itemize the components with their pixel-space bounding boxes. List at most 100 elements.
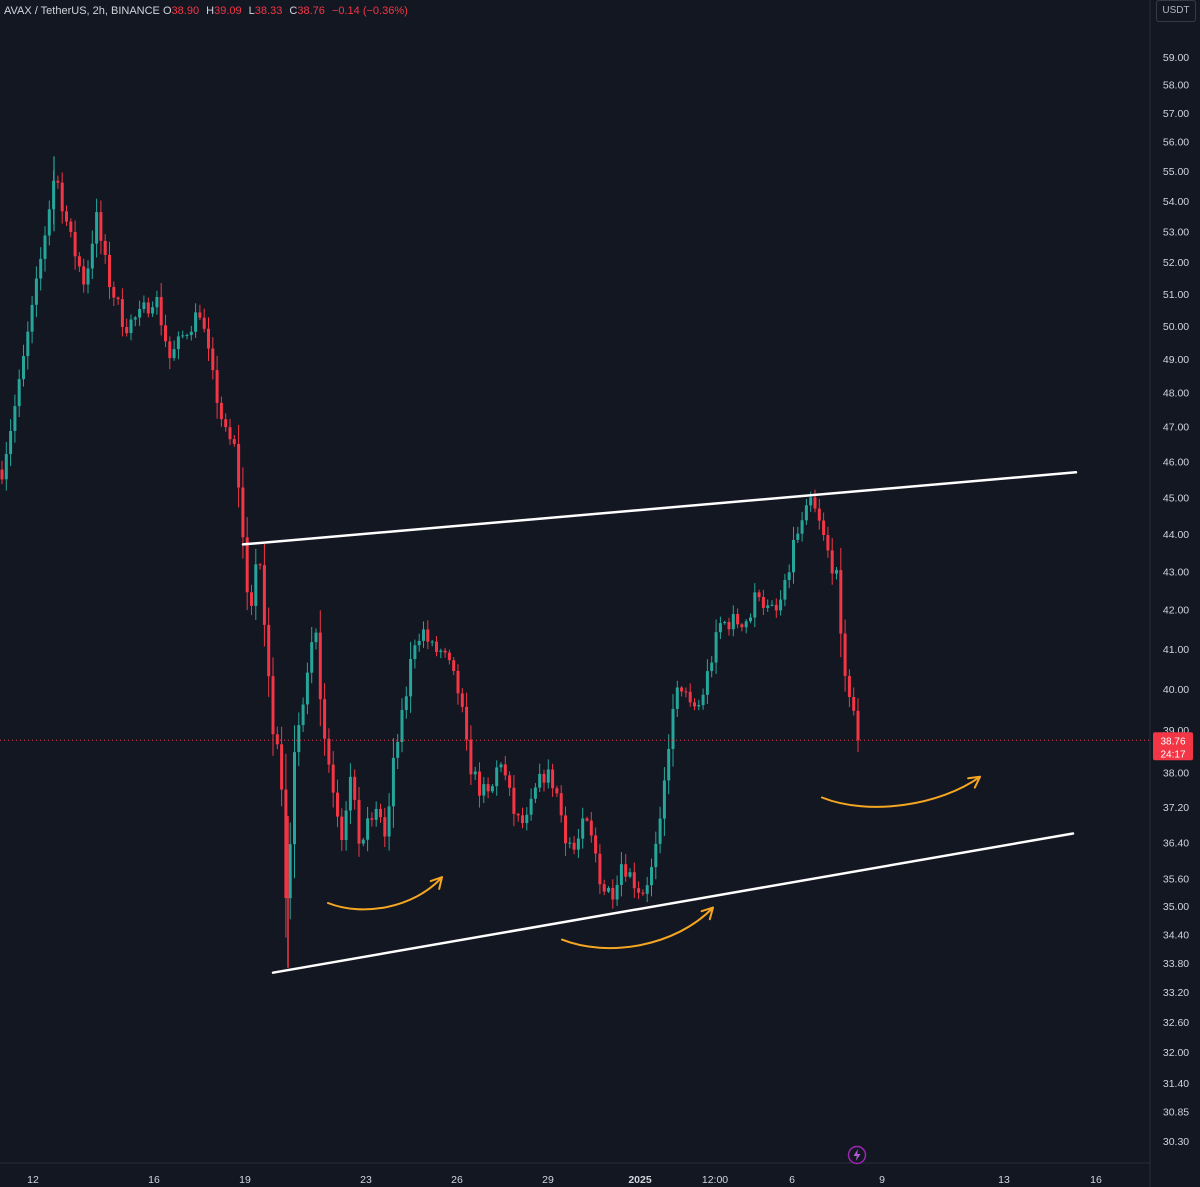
candle-body <box>718 623 722 633</box>
candle-body <box>340 816 344 840</box>
curved-arrow-3[interactable] <box>821 775 981 808</box>
candle <box>146 297 150 318</box>
candle <box>39 247 43 291</box>
candle-body <box>564 815 567 844</box>
lightning-bolt-icon[interactable] <box>847 1145 867 1165</box>
candle <box>499 762 503 773</box>
candle-body <box>275 734 279 745</box>
candle-body <box>344 810 348 840</box>
candle-body <box>228 427 232 440</box>
candle <box>473 766 477 780</box>
y-tick-label: 35.60 <box>1163 874 1189 886</box>
candle <box>116 296 120 305</box>
candle-body <box>650 867 653 886</box>
candle-body <box>529 798 533 815</box>
candle <box>624 854 628 882</box>
candle <box>280 726 284 807</box>
close-label: C <box>289 5 298 17</box>
candle <box>693 698 696 711</box>
curved-arrow-1[interactable] <box>327 876 443 911</box>
candle-body <box>796 533 800 540</box>
candle-body <box>495 767 499 787</box>
y-tick-label: 49.00 <box>1163 354 1189 366</box>
candle-body <box>800 520 804 534</box>
candle <box>138 300 142 326</box>
symbol-title[interactable]: AVAX / TetherUS, 2h, BINANCE <box>4 5 160 17</box>
candle <box>370 812 374 827</box>
candle <box>26 321 30 370</box>
candle <box>297 712 301 767</box>
candle <box>409 641 413 713</box>
candle <box>430 639 434 647</box>
candle <box>310 627 314 684</box>
candle <box>753 583 757 628</box>
candle-body <box>456 670 460 694</box>
candle-body <box>207 328 210 349</box>
candle-body <box>241 487 245 538</box>
x-tick-label: 12 <box>27 1174 39 1186</box>
curved-arrow-2[interactable] <box>561 906 714 950</box>
candle <box>731 605 735 637</box>
candle <box>189 325 193 341</box>
candle <box>56 175 60 189</box>
candle-body <box>370 818 374 820</box>
candle <box>155 290 159 315</box>
candle <box>361 837 365 847</box>
y-tick-label: 50.00 <box>1163 321 1189 333</box>
candle-body <box>447 652 451 661</box>
candle <box>0 460 4 485</box>
candle <box>17 369 21 417</box>
candle-body <box>852 697 856 711</box>
candle <box>826 526 830 558</box>
candle-body <box>99 212 103 241</box>
candle-body <box>43 235 47 259</box>
open-value: 38.90 <box>171 5 200 17</box>
candle <box>60 172 64 224</box>
candle-body <box>723 622 727 624</box>
candle-body <box>383 817 387 837</box>
candle-body <box>667 749 671 781</box>
candle-body <box>202 317 206 329</box>
candle-body <box>822 520 826 535</box>
candle-body <box>516 813 520 816</box>
candle <box>77 252 81 273</box>
candle-body <box>108 254 111 288</box>
candle-body <box>90 243 94 269</box>
trendlines[interactable] <box>241 471 1078 974</box>
candle <box>120 288 124 337</box>
candle <box>714 619 718 674</box>
candle-body <box>452 660 456 671</box>
candle-body <box>607 888 610 892</box>
candle <box>650 858 653 897</box>
price-axis[interactable]: 59.00 58.00 57.00 56.00 55.00 54.00 53.00 52.00… <box>1163 52 1189 1148</box>
curved-arrow-path <box>561 906 714 950</box>
candle <box>207 317 210 361</box>
candle <box>417 633 421 652</box>
candle <box>671 694 675 767</box>
time-axis[interactable]: 12 16 19 23 26 29 2025 12:00 6 9 13 16 <box>27 1174 1102 1186</box>
currency-unit-button[interactable]: USDT <box>1156 0 1196 22</box>
candle <box>331 751 335 808</box>
candle-body <box>280 744 284 790</box>
candle-body <box>426 629 430 642</box>
candle <box>391 738 395 828</box>
upper-channel-line[interactable] <box>241 471 1078 546</box>
candle-body <box>404 696 408 710</box>
candle <box>589 812 593 843</box>
candle-body <box>710 662 714 672</box>
candle-body <box>598 853 602 885</box>
y-tick-label: 40.00 <box>1163 684 1189 696</box>
lower-channel-line[interactable] <box>271 832 1075 974</box>
candle-body <box>705 671 709 695</box>
candle <box>516 812 520 822</box>
candle <box>327 728 331 773</box>
candle-body <box>658 818 662 844</box>
candle-body <box>521 815 524 824</box>
candle <box>112 281 116 306</box>
candle <box>245 517 249 611</box>
candle <box>852 687 856 716</box>
y-tick-label: 51.00 <box>1163 289 1189 301</box>
y-tick-label: 32.00 <box>1163 1047 1189 1059</box>
curved-arrows[interactable] <box>327 775 981 950</box>
